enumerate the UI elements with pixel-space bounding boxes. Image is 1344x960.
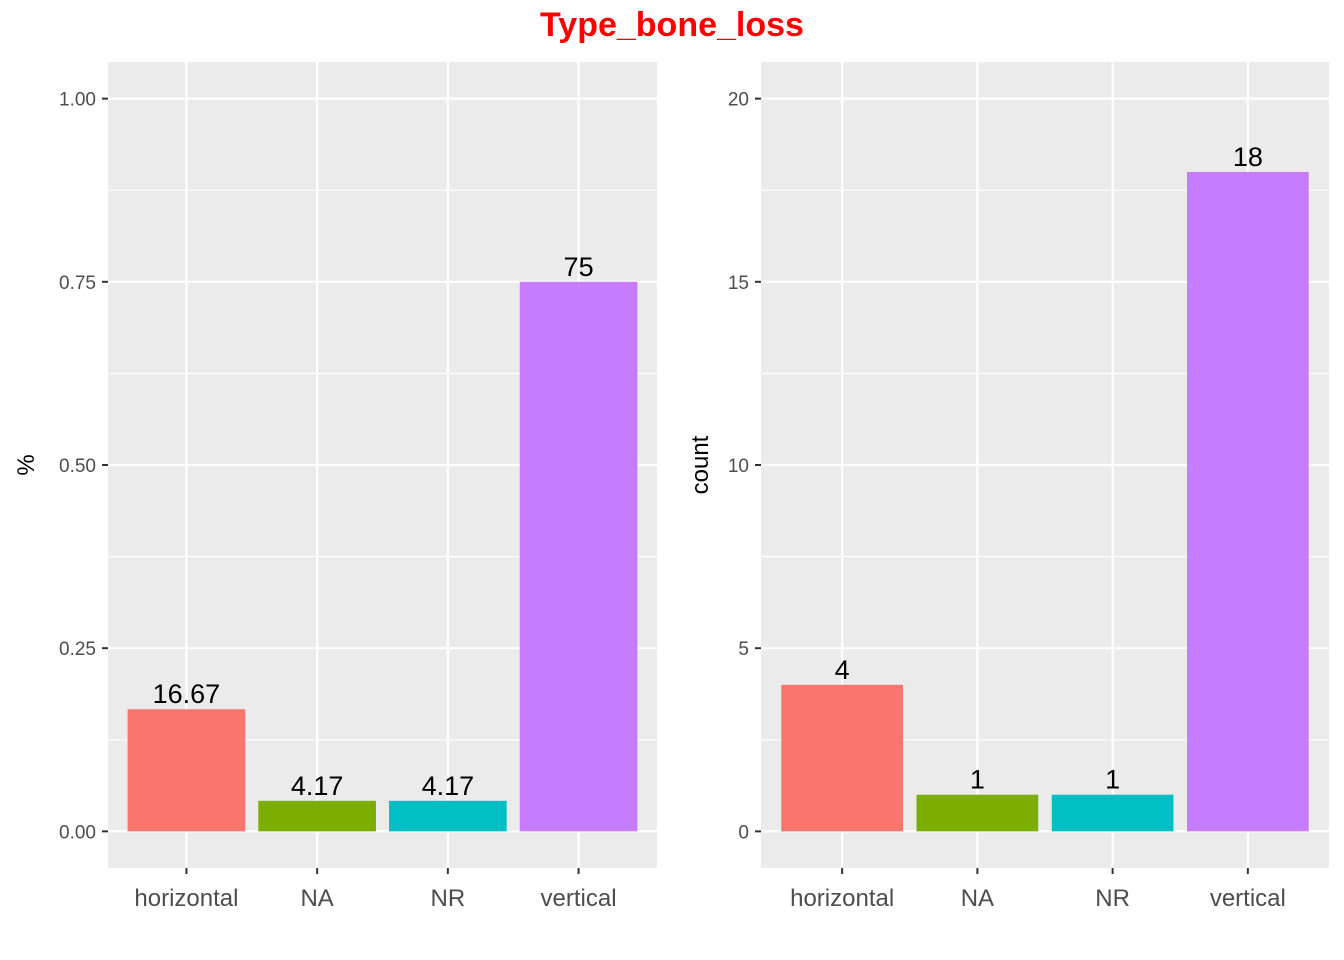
bar-na (258, 800, 376, 832)
chart-panel-1: 0.00 0.25 0.50 0.75 1.00 16.67 4.17 4.17 75 horiz… (13, 62, 657, 912)
x-tick-label: vertical (541, 885, 617, 912)
data-label: 1 (970, 765, 985, 795)
x-tick-label: NA (961, 885, 994, 912)
y-tick-label: 5 (738, 639, 749, 660)
bar-nr (1051, 794, 1174, 832)
y-tick-label: 0.25 (59, 639, 96, 660)
data-label: 4 (835, 655, 850, 685)
y-tick-label: 0.00 (59, 822, 96, 843)
y-axis-label: % (13, 454, 40, 475)
data-label: 75 (564, 252, 594, 282)
y-tick-label: 0.50 (59, 456, 96, 477)
chart-title: Type_bone_loss (540, 6, 804, 44)
x-tick-label: NA (300, 885, 333, 912)
x-tick-label: NR (1095, 885, 1130, 912)
data-label: 16.67 (153, 679, 221, 709)
y-tick-label: 15 (728, 273, 749, 294)
data-label: 1 (1105, 765, 1120, 795)
x-tick-label: horizontal (790, 885, 894, 912)
bar-horizontal (781, 684, 903, 832)
bar-vertical (1187, 171, 1309, 832)
y-tick-label: 1.00 (59, 90, 96, 111)
y-tick-label: 10 (728, 456, 749, 477)
data-label: 4.17 (291, 771, 344, 801)
y-tick-label: 20 (728, 90, 749, 111)
bar-vertical (519, 281, 638, 832)
y-tick-label: 0 (738, 822, 749, 843)
y-tick-label: 0.75 (59, 273, 96, 294)
x-tick-label: NR (431, 885, 466, 912)
data-label: 4.17 (422, 771, 475, 801)
x-tick-label: vertical (1210, 885, 1286, 912)
y-axis-label: count (687, 435, 714, 494)
data-label: 18 (1233, 142, 1263, 172)
x-tick-label: horizontal (134, 885, 238, 912)
bar-nr (389, 800, 507, 832)
bar-na (916, 794, 1039, 832)
bar-horizontal (127, 709, 246, 832)
